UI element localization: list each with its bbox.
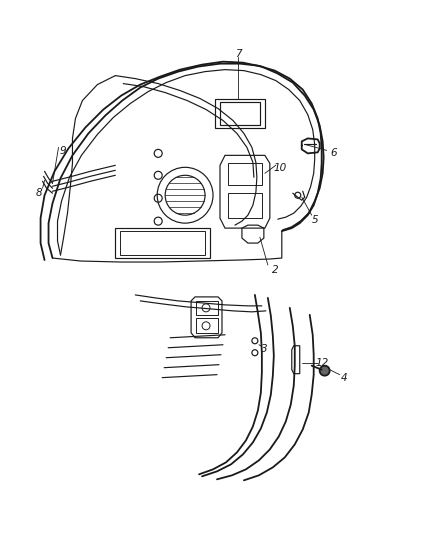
Bar <box>215 99 265 128</box>
Bar <box>220 101 260 125</box>
Bar <box>228 163 262 185</box>
Bar <box>115 228 210 258</box>
Text: 4: 4 <box>341 373 348 383</box>
Text: 10: 10 <box>273 163 286 173</box>
Bar <box>196 301 218 315</box>
Text: 5: 5 <box>311 215 318 225</box>
Bar <box>228 193 262 218</box>
Text: 3: 3 <box>261 344 267 354</box>
Bar <box>120 231 205 255</box>
Text: 8: 8 <box>35 188 42 198</box>
Circle shape <box>320 366 330 376</box>
Text: 9: 9 <box>59 147 66 156</box>
Text: 2: 2 <box>272 265 278 275</box>
Text: 12: 12 <box>315 358 328 368</box>
Text: 6: 6 <box>330 148 337 158</box>
Text: 7: 7 <box>235 49 241 59</box>
Bar <box>196 318 218 333</box>
